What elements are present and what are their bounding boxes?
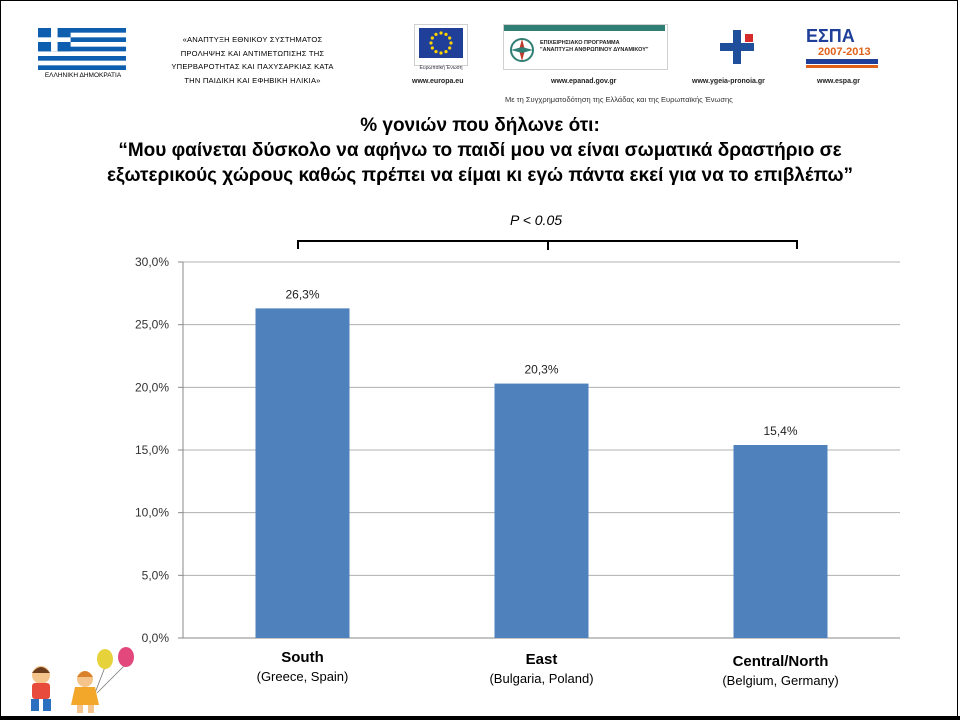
bar-south [255,308,350,638]
ep-title: ΕΠΙΧΕΙΡΗΣΙΑΚΟ ΠΡΟΓΡΑΜΜΑ "ΑΝΑΠΤΥΞΗ ΑΝΘΡΩΠ… [540,40,649,53]
url-europa[interactable]: www.europa.eu [412,78,464,85]
data-label: 20,3% [524,363,558,377]
program-line: ΤΗΝ ΠΑΙΔΙΚΗ ΚΑΙ ΕΦΗΒΙΚΗ ΗΛΙΚΙΑ» [184,75,321,85]
category-label: South (Greece, Spain) [203,649,403,684]
eu-caption: Ευρωπαϊκή Ένωση [419,65,463,71]
category-countries: (Bulgaria, Poland) [489,671,594,686]
data-label: 15,4% [763,424,797,438]
children-balloons-illustration-icon [31,647,134,713]
cofinance-note: Με τη Συγχρηματοδότηση της Ελλάδας και τ… [505,95,733,104]
espa-years: 2007-2013 [818,46,871,58]
eu-logo [414,24,468,66]
y-tick-label: 5,0% [142,568,170,582]
y-tick-label: 30,0% [135,255,169,269]
category-countries: (Greece, Spain) [256,669,349,684]
slide-quote-line2: εξωτερικούς χώρους καθώς πρέπει να είμαι… [106,165,854,186]
slide-title: % γονιών που δήλωνε ότι: [360,115,600,136]
bottom-rule [0,716,960,720]
url-epanad[interactable]: www.epanad.gov.gr [551,78,617,85]
eu-stars-icon [419,28,463,58]
flag-caption: ΕΛΛΗΝΙΚΗ ΔΗΜΟΚΡΑΤΙΑ [44,72,122,79]
espa-text: ΕΣΠΑ [806,26,855,46]
url-ygeia[interactable]: www.ygeia-pronoia.gr [692,78,765,85]
y-tick-label: 15,0% [135,443,169,457]
url-espa[interactable]: www.espa.gr [817,78,860,85]
data-label: 26,3% [285,287,319,301]
operational-program-logo [503,24,668,70]
category-countries: (Belgium, Germany) [722,673,839,688]
y-tick-label: 0,0% [142,631,170,645]
slide-quote-line1: “Μου φαίνεται δύσκολο να αφήνω το παιδί … [118,140,842,161]
program-title: «ΑΝΑΠΤΥΞΗ ΕΘΝΙΚΟΥ ΣΥΣΤΗΜΑΤΟΣ ΠΡΟΛΗΨΗΣ ΚΑ… [140,33,365,87]
significance-label: P < 0.05 [510,212,563,228]
category-name: East [525,651,558,668]
compass-icon [510,38,534,62]
program-line: ΥΠΕΡΒΑΡΟΤΗΤΑΣ ΚΑΙ ΠΑΧΥΣΑΡΚΙΑΣ ΚΑΤΑ [171,62,334,71]
category-label: Central/North (Belgium, Germany) [681,653,881,688]
ep-title-line: "ΑΝΑΠΤΥΞΗ ΑΝΘΡΩΠΙΝΟΥ ΔΥΝΑΜΙΚΟΥ" [540,46,649,53]
y-tick-label: 20,0% [135,380,169,394]
health-ministry-logo-icon [716,26,758,68]
bar-central-north [733,444,828,638]
y-tick-label: 25,0% [135,318,169,332]
y-tick-label: 10,0% [135,506,169,520]
espa-logo-icon: ΕΣΠΑ 2007-2013 [800,24,884,70]
category-name: Central/North [732,653,829,670]
bar-east [494,383,589,638]
program-line: ΠΡΟΛΗΨΗΣ ΚΑΙ ΑΝΤΙΜΕΤΩΠΙΣΗΣ ΤΗΣ [180,48,325,58]
significance-bracket [297,240,798,250]
greek-flag-icon [38,28,126,70]
ep-title-line: ΕΠΙΧΕΙΡΗΣΙΑΚΟ ΠΡΟΓΡΑΜΜΑ [540,40,620,46]
category-name: South [281,649,324,666]
category-label: East (Bulgaria, Poland) [442,651,642,686]
program-line: «ΑΝΑΠΤΥΞΗ ΕΘΝΙΚΟΥ ΣΥΣΤΗΜΑΤΟΣ [182,35,323,44]
ep-banner [504,25,665,31]
